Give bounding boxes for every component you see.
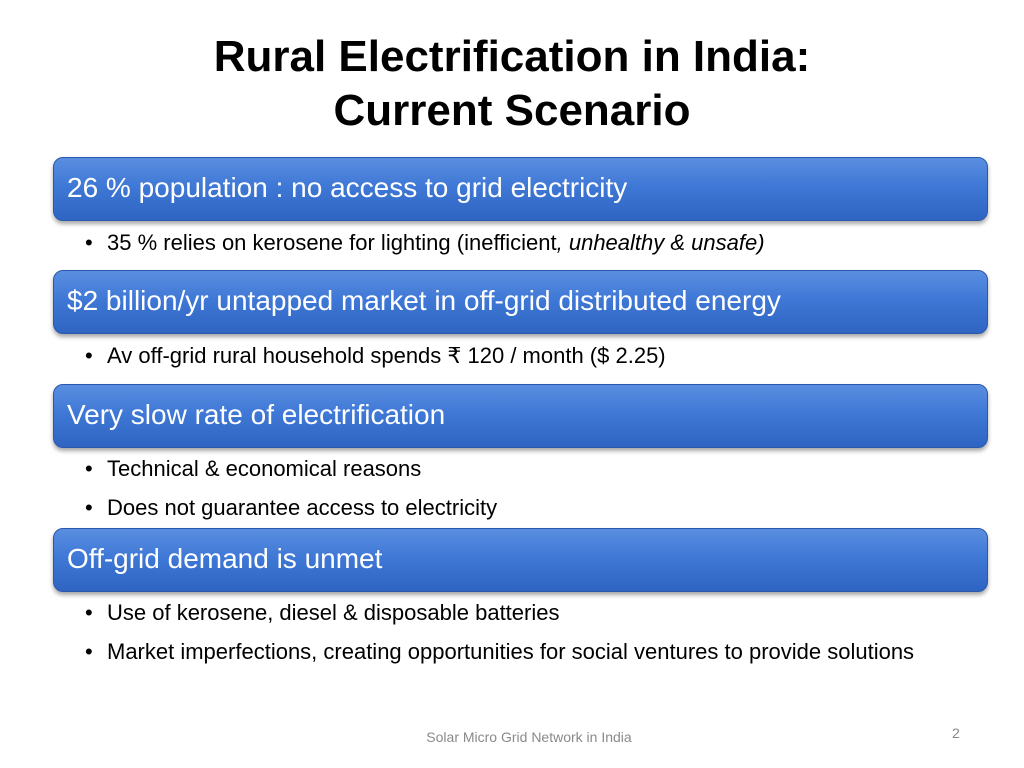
bullet-text: 35 % relies on kerosene for lighting (in… xyxy=(107,230,557,255)
bullet-text: Does not guarantee access to electricity xyxy=(107,495,498,520)
bullet-item: Use of kerosene, diesel & disposable bat… xyxy=(85,598,985,628)
bullet-item: Av off-grid rural household spends ₹ 120… xyxy=(85,341,985,371)
bullet-text: Technical & economical reasons xyxy=(107,456,422,481)
section-3-heading-bar: Very slow rate of electrification xyxy=(53,384,988,448)
slide-title: Rural Electrification in India: Current … xyxy=(0,30,1024,138)
section-2-bullets: Av off-grid rural household spends ₹ 120… xyxy=(85,341,985,380)
slide-title-line-1: Rural Electrification in India: xyxy=(213,32,811,81)
bullet-text: Av off-grid rural household spends ₹ 120… xyxy=(107,343,666,368)
bullet-item: Technical & economical reasons xyxy=(85,454,985,484)
bullet-item: Market imperfections, creating opportuni… xyxy=(85,637,985,667)
section-1-heading: 26 % population : no access to grid elec… xyxy=(67,172,628,203)
page-number: 2 xyxy=(952,725,960,741)
section-2-heading: $2 billion/yr untapped market in off-gri… xyxy=(67,285,781,316)
section-1-heading-bar: 26 % population : no access to grid elec… xyxy=(53,157,988,221)
section-3-heading: Very slow rate of electrification xyxy=(67,399,446,430)
bullet-item: Does not guarantee access to electricity xyxy=(85,493,985,523)
section-2-heading-bar: $2 billion/yr untapped market in off-gri… xyxy=(53,270,988,334)
section-1-bullets: 35 % relies on kerosene for lighting (in… xyxy=(85,228,985,267)
slide-footer: Solar Micro Grid Network in India xyxy=(426,729,632,745)
section-4-bullets: Use of kerosene, diesel & disposable bat… xyxy=(85,598,985,676)
section-3-bullets: Technical & economical reasons Does not … xyxy=(85,454,985,532)
slide-title-line-2: Current Scenario xyxy=(333,86,691,135)
section-4-heading: Off-grid demand is unmet xyxy=(67,543,383,574)
bullet-item: 35 % relies on kerosene for lighting (in… xyxy=(85,228,985,258)
bullet-text: Use of kerosene, diesel & disposable bat… xyxy=(107,600,560,625)
section-4-heading-bar: Off-grid demand is unmet xyxy=(53,528,988,592)
bullet-text-emphasis: , unhealthy & unsafe) xyxy=(556,230,765,255)
bullet-text: Market imperfections, creating opportuni… xyxy=(107,639,915,664)
